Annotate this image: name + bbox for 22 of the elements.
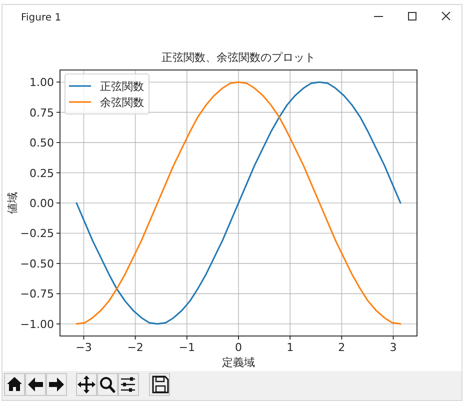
y-tick-label: −0.75 (20, 288, 54, 301)
y-tick-label: 0.50 (30, 136, 54, 150)
y-tick-label: −0.50 (20, 257, 54, 270)
y-tick-label: 0.00 (30, 197, 54, 210)
chart-title: 正弦関数、余弦関数のプロット (162, 51, 316, 64)
x-axis-title: 定義域 (222, 356, 255, 369)
x-tick-label: 3 (390, 341, 397, 354)
y-tick-label: 0.75 (30, 106, 54, 120)
window-title: Figure 1 (21, 12, 62, 24)
y-tick-label: 1.00 (30, 76, 54, 90)
x-tick-label: 2 (338, 341, 346, 354)
x-tick-label: −2 (127, 341, 144, 354)
legend-label: 正弦関数 (100, 80, 144, 93)
y-tick-label: −0.25 (20, 227, 54, 240)
x-tick-label: −1 (178, 341, 196, 354)
x-tick-label: 0 (235, 341, 242, 354)
y-axis-title: 値域 (6, 192, 19, 214)
x-tick-label: −3 (76, 341, 92, 354)
legend-label: 余弦関数 (100, 96, 144, 109)
y-tick-label: 0.25 (30, 166, 54, 180)
x-tick-label: 1 (286, 341, 294, 354)
y-tick-label: −1.00 (20, 318, 54, 331)
